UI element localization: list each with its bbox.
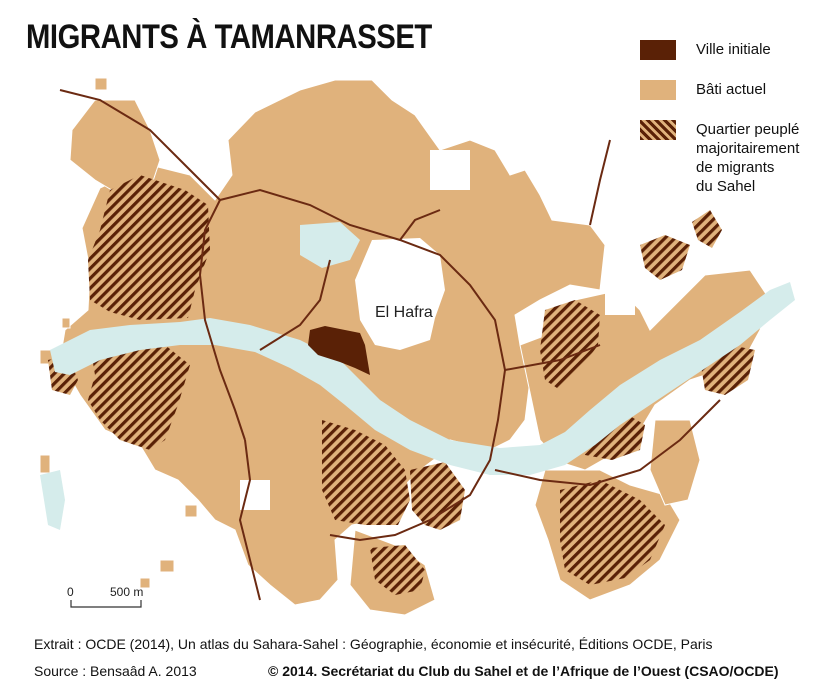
ville-initiale-area [308, 326, 370, 375]
legend-bati-actuel: Bâti actuel [640, 80, 836, 100]
river [40, 222, 795, 530]
scale-start-label: 0 [67, 585, 74, 599]
open-spaces [240, 150, 635, 510]
legend-quartier-line-4: du Sahel [696, 178, 756, 195]
scale-end-label: 500 m [110, 585, 143, 599]
scale-bar [70, 600, 142, 608]
legend-label-bati-actuel: Bâti actuel [696, 81, 767, 98]
legend-swatch-quartier-migrants [640, 120, 676, 140]
legend-quartier-line-2: majoritairement [696, 140, 800, 157]
migrant-quarters [48, 175, 755, 595]
el-hafra-label: El Hafra [375, 304, 433, 321]
legend-swatch-bati-actuel [640, 80, 676, 100]
legend-quartier-line-1: Quartier peuplé [696, 121, 800, 138]
legend-quartier-line-3: de migrants [696, 159, 775, 176]
legend-ville-initiale: Ville initiale [640, 40, 836, 60]
roads [59, 89, 721, 601]
legend-swatch-ville-initiale [640, 40, 676, 60]
legend-label-quartier-migrants: Quartier peuplé majoritairement de migra… [696, 120, 836, 196]
footer-credit: © 2014. Secrétariat du Club du Sahel et … [268, 663, 779, 679]
footer-source: Source : Bensaâd A. 2013 [34, 663, 197, 679]
legend-label-ville-initiale: Ville initiale [696, 41, 771, 58]
map-title: MIGRANTS À TAMANRASSET [26, 18, 432, 56]
legend-quartier-migrants: Quartier peuplé majoritairement de migra… [640, 120, 836, 196]
footer-extract: Extrait : OCDE (2014), Un atlas du Sahar… [34, 636, 713, 652]
